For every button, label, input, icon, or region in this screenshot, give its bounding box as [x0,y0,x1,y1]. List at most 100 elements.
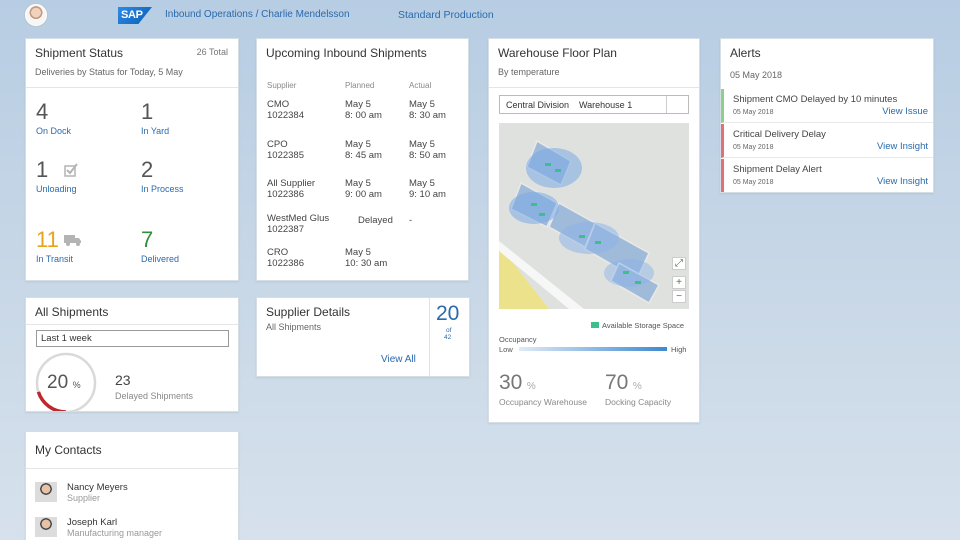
alert-title: Shipment Delay Alert [733,164,822,175]
gauge-value: 20 % [47,372,81,394]
card-title: My Contacts [35,443,102,457]
kpi-in-process[interactable]: 2 In Process [141,157,184,195]
kpi-in-yard[interactable]: 1 In Yard [141,99,170,137]
card-title: Supplier Details [266,305,351,319]
kpi-label: In Yard [141,126,170,136]
user-avatar[interactable] [25,4,47,26]
alert-title: Shipment CMO Delayed by 10 minutes [733,94,898,105]
planned-date: May 5 [345,99,371,110]
division-value: Central Division [506,100,570,110]
divider [26,324,238,325]
supplier-name: WestMed Glus [267,213,330,224]
kpi-unloading[interactable]: 1 Unloading [36,159,77,195]
col-supplier: Supplier [267,81,297,90]
occupancy-value: 30 [499,371,523,394]
occupancy-unit: % [526,381,536,392]
kpi-on-dock[interactable]: 4 On Dock [36,101,72,137]
card-title: Upcoming Inbound Shipments [266,46,427,60]
actual-date: - [409,215,413,226]
divider [429,298,430,376]
delayed-status: Delayed [358,215,393,226]
sap-logo[interactable]: SAP [118,7,152,24]
zoom-out-icon[interactable]: − [672,290,686,303]
gauge-percent: 20 [47,372,69,393]
supplier-count: 20 [436,302,460,325]
docking-value: 70 [605,371,629,394]
actual-time: 8: 30 am [409,110,446,121]
all-shipments-card[interactable]: All Shipments Last 1 week 20 % 23 Delaye… [25,297,239,412]
view-insight-link[interactable]: View Insight [876,176,928,187]
docking-unit: % [632,381,642,392]
delayed-count: 23 [115,372,131,388]
kpi-label: On Dock [36,126,72,136]
actual-time: 8: 50 am [409,150,446,161]
planned-time: 9: 00 am [345,189,382,200]
scale-title: Occupancy [499,335,537,344]
contact-avatar [35,482,57,502]
floor-plan-drawing [499,123,689,309]
kpi-value: 1 [141,99,154,124]
occupancy-kpi[interactable]: 30 % [499,371,536,395]
card-subtitle: All Shipments [266,322,322,332]
shipment-id: 1022386 [267,189,304,200]
occupancy-label: Occupancy Warehouse [499,397,588,407]
planned-date: May 5 [345,139,371,150]
shipment-id: 1022386 [267,258,304,269]
kpi-label: Delivered [141,254,180,264]
divider [26,87,238,88]
kpi-value: 2 [141,157,154,182]
floor-plan-card[interactable]: Warehouse Floor Plan By temperature Cent… [488,38,700,423]
supplier-details-card[interactable]: Supplier Details All Shipments View All … [256,297,470,377]
alert-item[interactable]: Shipment Delay Alert 05 May 2018 View In… [721,159,933,192]
alert-item[interactable]: Critical Delivery Delay 05 May 2018 View… [721,124,933,158]
actual-date: May 5 [409,178,435,189]
supplier-name: CPO [267,139,288,150]
supplier-name: CRO [267,247,289,258]
supplier-name: CMO [267,99,290,110]
warehouse-select[interactable]: Central Division Warehouse 1 [499,95,689,114]
alerts-card[interactable]: Alerts 05 May 2018 Shipment CMO Delayed … [720,38,934,193]
shipment-id: 1022385 [267,150,304,161]
shipment-status-card[interactable]: Shipment Status 26 Total Deliveries by S… [25,38,239,281]
occupancy-gradient [519,347,667,351]
planned-date: May 5 [345,247,371,258]
planned-time: 8: 45 am [345,150,382,161]
view-issue-link[interactable]: View Issue [882,106,928,117]
period-filter-input[interactable]: Last 1 week [36,330,229,347]
view-all-link[interactable]: View All [381,354,416,365]
warehouse-value: Warehouse 1 [579,100,633,110]
planned-time: 8: 00 am [345,110,382,121]
alert-title: Critical Delivery Delay [733,129,826,140]
kpi-label: Unloading [36,184,77,194]
kpi-in-transit[interactable]: 11 In Transit [36,227,74,265]
alerts-date: 05 May 2018 [730,70,783,80]
docking-kpi[interactable]: 70 % [605,371,642,395]
card-subtitle: By temperature [498,67,560,77]
select-separator [666,96,667,113]
shipment-id: 1022387 [267,224,304,235]
upcoming-shipments-card[interactable]: Upcoming Inbound Shipments Supplier Plan… [256,38,469,281]
kpi-value: 11 [36,227,59,252]
alert-date: 05 May 2018 [733,109,774,116]
kpi-delivered[interactable]: 7 Delivered [141,229,180,265]
actual-time: 9: 10 am [409,189,446,200]
kpi-label: In Transit [36,254,74,264]
planned-date: May 5 [345,178,371,189]
col-actual: Actual [409,81,432,90]
supplier-total: 42 [444,334,452,341]
delayed-label: Delayed Shipments [115,391,194,401]
shell-bar: SAP Inbound Operations / Charlie Mendels… [0,0,960,32]
app-title[interactable]: Inbound Operations / Charlie Mendelsson [165,9,350,20]
alert-item[interactable]: Shipment CMO Delayed by 10 minutes 05 Ma… [721,89,933,123]
floor-plan-map[interactable]: ⤢ + − [499,123,689,309]
fullscreen-icon[interactable]: ⤢ [672,257,686,270]
zoom-in-icon[interactable]: + [672,276,686,289]
contact-role: Manufacturing manager [67,528,163,538]
app-subtitle[interactable]: Standard Production [398,9,494,21]
total-count: 26 Total [196,47,228,57]
view-insight-link[interactable]: View Insight [876,141,928,152]
card-title: Shipment Status [35,46,124,60]
scale-low: Low [499,345,513,354]
available-storage-swatch [591,322,599,328]
my-contacts-card[interactable]: My Contacts Nancy Meyers Supplier Joseph… [25,431,239,540]
